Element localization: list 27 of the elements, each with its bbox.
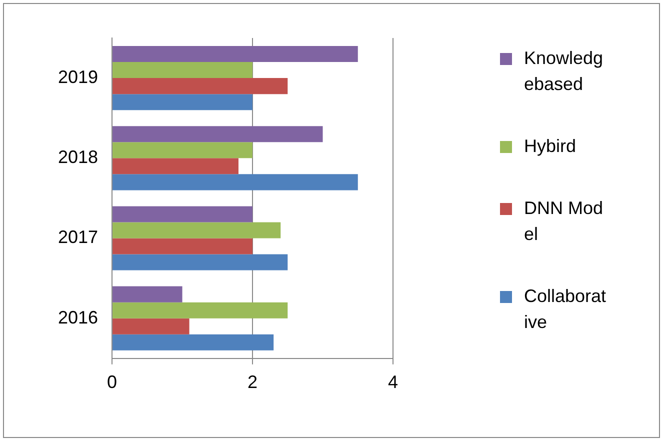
bar: [112, 334, 274, 350]
x-tick-label: 0: [107, 372, 118, 392]
bar: [112, 78, 288, 94]
bar: [112, 94, 253, 110]
y-tick-label: 2017: [58, 227, 98, 248]
bar: [112, 254, 288, 270]
bar: [112, 286, 182, 302]
legend-label: DNN Model: [524, 198, 604, 244]
y-tick-label: 2018: [58, 147, 98, 168]
bar: [112, 238, 253, 254]
bar: [112, 318, 190, 334]
bar: [112, 158, 238, 174]
x-tick-label: 2: [248, 372, 258, 392]
bar: [112, 62, 253, 78]
bar: [112, 302, 288, 318]
x-tick-label: 4: [388, 372, 398, 392]
legend-label: Collaborative: [524, 286, 606, 332]
bar: [112, 126, 323, 142]
legend-label: Hybird: [524, 136, 576, 156]
bar: [112, 46, 358, 62]
bar: [112, 206, 253, 222]
y-tick-label: 2016: [58, 307, 98, 328]
bar: [112, 222, 281, 238]
bar: [112, 174, 358, 190]
legend-label: Knowledgebased: [524, 48, 604, 94]
y-tick-label: 2019: [58, 67, 98, 88]
bar: [112, 142, 253, 158]
